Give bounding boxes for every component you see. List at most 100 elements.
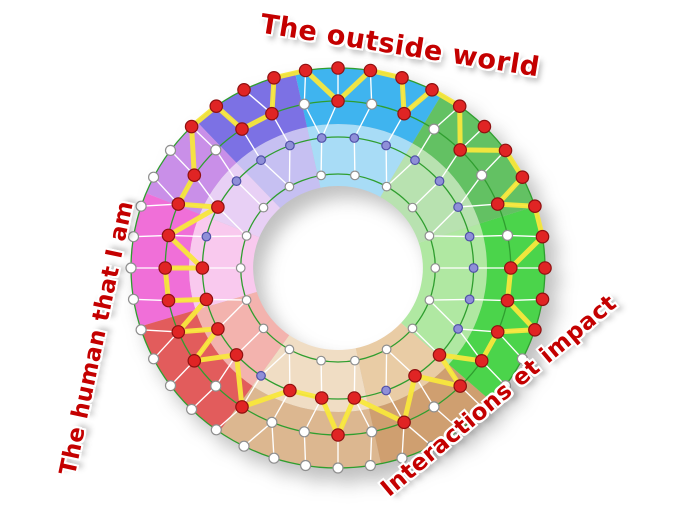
red-node[interactable] (171, 325, 186, 339)
red-node[interactable] (535, 292, 550, 307)
red-node[interactable] (314, 391, 329, 405)
red-node[interactable] (535, 229, 550, 244)
graph-node[interactable] (298, 98, 310, 110)
red-node[interactable] (187, 168, 202, 182)
graph-node[interactable] (266, 416, 278, 428)
graph-node[interactable] (430, 263, 441, 273)
graph-node[interactable] (454, 424, 466, 436)
red-node[interactable] (347, 391, 362, 405)
graph-node[interactable] (396, 452, 408, 464)
graph-node[interactable] (381, 140, 392, 151)
graph-node[interactable] (125, 262, 137, 274)
graph-node[interactable] (201, 231, 212, 242)
graph-node[interactable] (424, 295, 435, 306)
graph-node[interactable] (256, 155, 266, 166)
red-node[interactable] (237, 83, 251, 97)
graph-node[interactable] (468, 263, 479, 273)
graph-node[interactable] (381, 385, 392, 396)
red-node[interactable] (397, 106, 411, 121)
graph-node[interactable] (350, 170, 360, 181)
graph-node[interactable] (453, 202, 464, 213)
graph-node[interactable] (349, 133, 360, 143)
graph-node[interactable] (298, 426, 310, 438)
graph-node[interactable] (300, 459, 312, 472)
graph-node[interactable] (241, 295, 252, 306)
red-node[interactable] (158, 261, 172, 275)
graph-node[interactable] (478, 403, 490, 415)
graph-node[interactable] (381, 344, 392, 355)
graph-node[interactable] (516, 353, 529, 365)
graph-node[interactable] (258, 202, 269, 213)
graph-node[interactable] (428, 123, 440, 135)
graph-node[interactable] (241, 230, 252, 241)
red-node[interactable] (331, 94, 345, 108)
red-node[interactable] (498, 143, 513, 158)
graph-node[interactable] (426, 440, 438, 452)
graph-node[interactable] (238, 440, 250, 452)
graph-node[interactable] (148, 171, 160, 183)
graph-node[interactable] (186, 403, 198, 415)
red-node[interactable] (171, 197, 186, 211)
graph-node[interactable] (316, 133, 327, 143)
graph-node[interactable] (258, 323, 269, 334)
red-node[interactable] (211, 322, 225, 336)
graph-node[interactable] (316, 170, 327, 181)
graph-node[interactable] (428, 401, 440, 413)
graph-node[interactable] (256, 370, 266, 381)
graph-node[interactable] (332, 462, 344, 474)
red-node[interactable] (267, 71, 281, 85)
red-node[interactable] (528, 199, 542, 213)
red-node[interactable] (477, 119, 492, 134)
red-node[interactable] (331, 428, 345, 442)
graph-node[interactable] (501, 229, 514, 241)
red-node[interactable] (235, 122, 249, 136)
graph-node[interactable] (350, 355, 360, 366)
graph-node[interactable] (148, 353, 160, 365)
graph-node[interactable] (464, 294, 475, 305)
red-node[interactable] (195, 261, 210, 275)
graph-node[interactable] (210, 424, 222, 436)
graph-node[interactable] (210, 380, 222, 392)
red-node[interactable] (331, 61, 345, 75)
graph-node[interactable] (464, 231, 475, 242)
red-node[interactable] (229, 348, 244, 362)
graph-node[interactable] (164, 144, 177, 156)
red-node[interactable] (283, 383, 297, 398)
red-node[interactable] (538, 261, 552, 275)
red-node[interactable] (265, 106, 279, 121)
red-node[interactable] (187, 353, 202, 368)
graph-node[interactable] (284, 344, 295, 355)
graph-node[interactable] (366, 98, 378, 110)
graph-node[interactable] (127, 231, 140, 243)
graph-node[interactable] (210, 144, 222, 156)
graph-node[interactable] (316, 355, 327, 366)
red-node[interactable] (490, 197, 505, 211)
graph-node[interactable] (364, 459, 376, 472)
red-node[interactable] (395, 71, 409, 85)
graph-node[interactable] (135, 200, 147, 212)
red-node[interactable] (211, 200, 225, 214)
red-node[interactable] (184, 119, 199, 134)
red-node[interactable] (515, 170, 530, 184)
graph-node[interactable] (235, 263, 246, 273)
graph-node[interactable] (434, 176, 445, 187)
red-node[interactable] (209, 99, 224, 113)
graph-node[interactable] (135, 324, 147, 336)
red-node[interactable] (432, 348, 447, 362)
graph-node[interactable] (284, 181, 295, 192)
red-node[interactable] (397, 415, 411, 430)
graph-node[interactable] (476, 169, 488, 181)
red-node[interactable] (235, 400, 249, 414)
red-node[interactable] (490, 325, 505, 339)
red-node[interactable] (528, 322, 542, 337)
graph-node[interactable] (366, 426, 378, 438)
graph-node[interactable] (453, 324, 464, 334)
red-node[interactable] (503, 261, 518, 275)
red-node[interactable] (453, 143, 467, 157)
red-node[interactable] (298, 63, 313, 78)
graph-node[interactable] (410, 155, 420, 166)
graph-node[interactable] (164, 380, 177, 392)
graph-node[interactable] (381, 181, 392, 192)
graph-node[interactable] (407, 323, 418, 334)
graph-node[interactable] (268, 452, 280, 464)
